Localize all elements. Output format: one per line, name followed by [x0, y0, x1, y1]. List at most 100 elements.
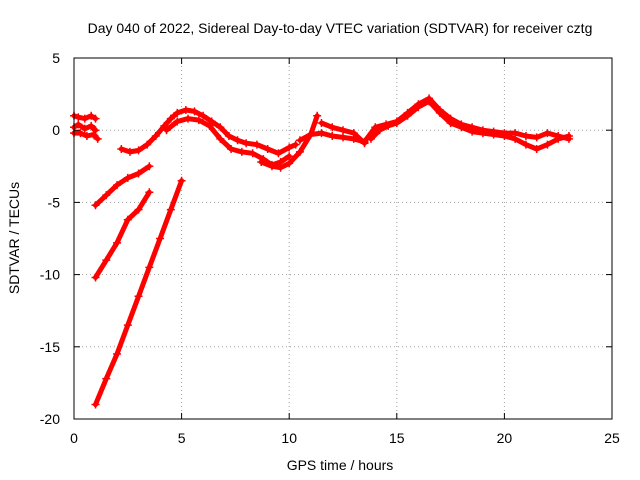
data-point — [285, 143, 294, 152]
data-point — [425, 97, 434, 106]
data-point — [237, 147, 246, 156]
data-point — [87, 121, 96, 130]
data-point — [489, 130, 498, 139]
data-point — [478, 129, 487, 138]
data-point — [91, 126, 100, 135]
data-point — [134, 146, 143, 155]
data-point — [162, 126, 171, 135]
data-point — [207, 117, 216, 126]
data-point — [328, 123, 337, 132]
data-point — [156, 234, 165, 243]
x-tick-labels: 0 5 10 15 20 25 — [70, 430, 620, 446]
data-point — [295, 147, 304, 156]
data-point — [285, 159, 294, 168]
y-axis-label: SDTVAR / TECUs — [6, 182, 22, 294]
data-point — [543, 140, 552, 149]
data-point — [216, 134, 225, 143]
data-point — [89, 130, 98, 139]
series-arc-11 — [317, 118, 369, 148]
data-point — [91, 201, 100, 210]
x-tick-label: 20 — [497, 430, 513, 446]
data-point — [532, 144, 541, 153]
data-point — [349, 129, 358, 138]
x-axis-label: GPS time / hours — [287, 457, 394, 473]
data-point — [291, 140, 300, 149]
data-point — [190, 107, 199, 116]
data-point — [74, 120, 83, 129]
data-point — [500, 131, 509, 140]
data-point — [339, 133, 347, 142]
data-point — [285, 152, 294, 161]
data-point — [143, 140, 152, 149]
data-point — [392, 118, 401, 127]
series-arc-3 — [70, 129, 102, 143]
data-point — [82, 131, 91, 140]
data-point — [113, 350, 122, 359]
data-point — [384, 121, 393, 130]
data-point — [564, 131, 573, 140]
data-point — [295, 136, 304, 145]
data-point — [521, 140, 530, 149]
x-tick-label: 5 — [178, 430, 186, 446]
data-point — [199, 111, 208, 120]
data-point — [102, 256, 111, 265]
y-tick-label: 5 — [52, 50, 60, 66]
y-tick-label: -5 — [48, 194, 61, 210]
data-point — [145, 188, 154, 197]
y-tick-label: -15 — [40, 339, 60, 355]
data-point — [113, 238, 122, 247]
data-point — [134, 205, 143, 214]
y-tick-label: -10 — [40, 267, 60, 283]
data-point — [173, 117, 182, 126]
x-tick-label: 0 — [70, 430, 78, 446]
data-point — [76, 129, 85, 138]
data-point — [468, 127, 477, 136]
data-point — [181, 105, 190, 114]
data-point — [145, 263, 154, 272]
series-line — [93, 189, 152, 280]
data-point — [123, 173, 132, 182]
data-point — [328, 131, 337, 140]
data-point — [74, 113, 83, 122]
data-point — [242, 139, 251, 148]
data-point — [160, 121, 169, 130]
data-point — [267, 162, 276, 171]
series-arc-6 — [91, 176, 186, 409]
data-point — [248, 149, 257, 158]
plot-frame — [73, 57, 613, 420]
data-point — [257, 157, 266, 166]
data-point — [91, 400, 100, 409]
data-point — [511, 134, 520, 143]
data-point — [521, 131, 530, 140]
data-point — [145, 162, 154, 171]
data-point — [371, 123, 380, 132]
data-point — [102, 191, 111, 200]
x-tick-label: 10 — [281, 430, 297, 446]
data-point — [233, 136, 242, 145]
data-point — [252, 140, 261, 149]
data-point — [102, 374, 111, 383]
chart-title: Day 040 of 2022, Sidereal Day-to-day VTE… — [88, 20, 593, 36]
data-point — [173, 108, 182, 117]
data-point — [125, 147, 134, 156]
data-point — [532, 133, 541, 142]
data-point — [543, 129, 552, 138]
data-point — [166, 205, 175, 214]
data-point — [313, 111, 322, 120]
data-point — [274, 149, 283, 158]
data-point — [194, 116, 203, 125]
data-point — [80, 114, 89, 123]
data-point — [276, 163, 285, 172]
data-point — [306, 130, 315, 139]
data-point — [205, 121, 214, 130]
data-point — [87, 111, 96, 120]
y-tick-label: -20 — [40, 411, 60, 427]
data-point — [93, 134, 102, 143]
data-point — [166, 114, 175, 123]
data-point — [317, 118, 326, 127]
data-point — [123, 321, 132, 330]
series-arc-4 — [91, 162, 154, 210]
data-point — [317, 129, 326, 138]
